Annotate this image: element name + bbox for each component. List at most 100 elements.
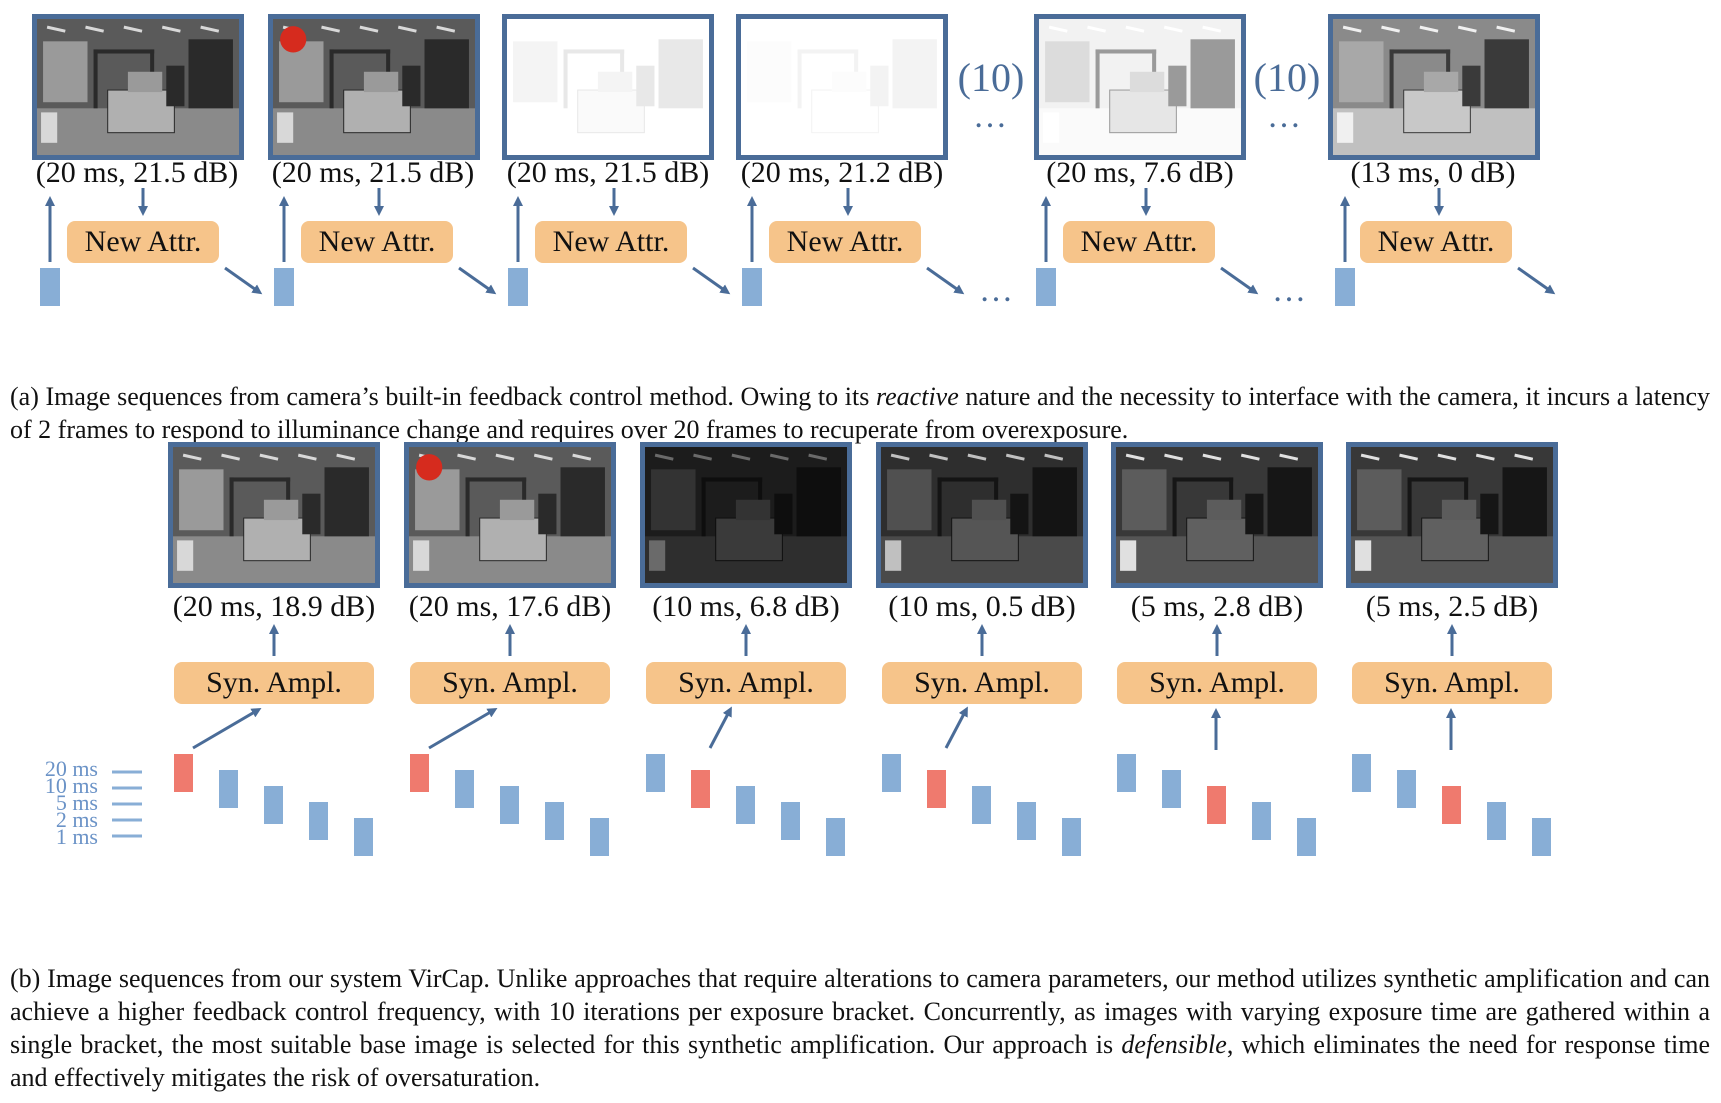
panel-a-diag-arrow-3 (692, 266, 731, 295)
frame-a-2-label: (20 ms, 21.5 dB) (271, 156, 475, 189)
frame-b-6-frame-post-left (1407, 477, 1412, 537)
frame-b-1-right-tower (302, 493, 321, 535)
frame-b-6-monitor (1441, 499, 1477, 521)
panel-a-exposure-bar-1 (40, 268, 60, 306)
frame-a-5-frame-beam (1095, 49, 1157, 54)
frame-b-2-crate (479, 517, 547, 562)
frame-a-1-ceiling-light (85, 25, 104, 33)
frame-b-1-ceiling-light (259, 453, 279, 461)
panel-a-exposure-bar-4 (742, 268, 762, 306)
frame-a-3-frame-post-left (563, 49, 568, 109)
panel-b-group-2-bar-3 (500, 786, 519, 824)
frame-b-3-label: (10 ms, 6.8 dB) (652, 590, 840, 623)
frame-a-2-left-panel (277, 112, 294, 143)
panel-b-group-2-bar-2 (455, 770, 474, 808)
frame-b-2-frame-post-left (465, 477, 470, 537)
exposure-level-2ms: 2 ms (55, 807, 98, 832)
frame-b-1-frame-beam (229, 477, 291, 482)
frame-b-4-crate (951, 517, 1019, 562)
panel-b-group-3-bar-3 (736, 786, 755, 824)
frame-a-1-ceiling-light (123, 25, 143, 33)
frame-b-1-monitor (263, 499, 299, 521)
frame-b-4-ceiling-light (1044, 453, 1064, 461)
frame-a-5-monitor (1129, 71, 1165, 93)
frame-a-5-ceiling-light (1163, 25, 1183, 33)
frame-b-2 (404, 442, 616, 588)
frame-a-3-left-wall (513, 41, 558, 103)
frame-a-1 (32, 14, 244, 160)
frame-b-4-left-wall (887, 469, 932, 531)
frame-a-6-scene (1333, 19, 1535, 155)
frame-a-4-left-panel (745, 112, 762, 143)
frame-a-3-scene (507, 19, 709, 155)
frame-b-5-frame-beam (1172, 477, 1234, 482)
panel-b-group-1-bar-4 (309, 802, 328, 840)
frame-b-4-right-tower (1010, 493, 1029, 535)
frame-a-1-left-wall (43, 41, 88, 103)
frame-b-5-ceiling-light (1279, 453, 1299, 461)
frame-a-5-left-wall (1045, 41, 1090, 103)
frame-b-1-label: (20 ms, 18.9 dB) (172, 590, 376, 623)
frame-b-4-left-panel (885, 540, 902, 571)
frame-b-1-right-cabinet (324, 467, 369, 537)
caption-a-prefix: (a) Image sequences from camera’s built-… (10, 382, 876, 411)
frame-a-3-ceiling-light (631, 25, 651, 33)
frame-a-3-right-tower (636, 65, 655, 107)
panel-b-group-3-bar-4 (781, 802, 800, 840)
frame-b-3-ceiling-light (731, 453, 751, 461)
frame-a-2-frame-post-left (329, 49, 334, 109)
exposure-level-20ms: 20 ms (44, 756, 98, 781)
frame-a-3-ceiling-light (516, 25, 536, 33)
frame-b-6-crate (1421, 517, 1489, 562)
frame-b-2-frame-beam (465, 477, 527, 482)
caption-a: (a) Image sequences from camera’s built-… (10, 380, 1710, 446)
frame-a-4-scene (741, 19, 943, 155)
caption-a-emph: reactive (875, 382, 959, 411)
frame-b-6-label: (5 ms, 2.5 dB) (1365, 590, 1539, 623)
frame-b-2-ceiling-light (533, 453, 553, 461)
panel-b-group-5-bar-2 (1162, 770, 1181, 808)
panel-b-group-6-bar-3 (1442, 786, 1461, 824)
frame-a-1-right-tower (166, 65, 185, 107)
frame-b-1-ceiling-light (221, 453, 240, 461)
frame-b-4-frame-post-left (937, 477, 942, 537)
exposure-level-5ms: 5 ms (55, 790, 98, 815)
frame-a-1-ceiling-light (161, 25, 181, 33)
panel-a-exposure-bar-5 (1036, 268, 1056, 306)
panel-b-select-arrow-1 (192, 707, 262, 750)
frame-a-6-ceiling-light (1381, 25, 1400, 33)
ellipsis-top-2: … (1267, 98, 1307, 135)
frame-b-1-frame-post-left (229, 477, 234, 537)
frame-a-6-right-tower (1462, 65, 1481, 107)
frame-a-1-ceiling-light (46, 25, 66, 33)
syn-ampl-box-5: Syn. Ampl. (1117, 662, 1317, 704)
frame-a-1-frame-post-left (93, 49, 98, 109)
frame-b-4-ceiling-light (929, 453, 948, 461)
frame-b-5-left-panel (1120, 540, 1137, 571)
syn-ampl-box-4: Syn. Ampl. (882, 662, 1082, 704)
frame-b-6-ceiling-light (1437, 453, 1457, 461)
frame-b-3-ceiling-light (808, 453, 828, 461)
exposure-level-1ms: 1 ms (55, 824, 98, 849)
syn-ampl-box-3: Syn. Ampl. (646, 662, 846, 704)
frame-b-3-right-tower (774, 493, 793, 535)
frame-a-5-crate (1109, 89, 1177, 134)
panel-b-group-6-bar-5 (1532, 818, 1551, 856)
frame-b-6-frame-beam (1407, 477, 1469, 482)
frame-b-2-ceiling-light (457, 453, 476, 461)
frame-b-6-ceiling-light (1399, 453, 1418, 461)
panel-a-exposure-bar-3 (508, 268, 528, 306)
frame-a-3-ceiling-light (593, 25, 613, 33)
panel-b-group-4-bar-3 (972, 786, 991, 824)
frame-b-4-monitor (971, 499, 1007, 521)
panel-b-select-arrow-3 (708, 706, 732, 749)
caption-b-part2: , which eliminates the need for response… (10, 1030, 1710, 1092)
caption-b-emph: defensible (1121, 1030, 1227, 1059)
panel-b-group-1-bar-3 (264, 786, 283, 824)
frame-a-4-ceiling-light (865, 25, 885, 33)
panel-b-group-5-bar-3 (1207, 786, 1226, 824)
frame-b-2-ceiling-light (572, 453, 592, 461)
frame-a-1-right-cabinet (188, 39, 233, 109)
panel-b-group-1-bar-2 (219, 770, 238, 808)
frame-a-2-scene (273, 19, 475, 155)
